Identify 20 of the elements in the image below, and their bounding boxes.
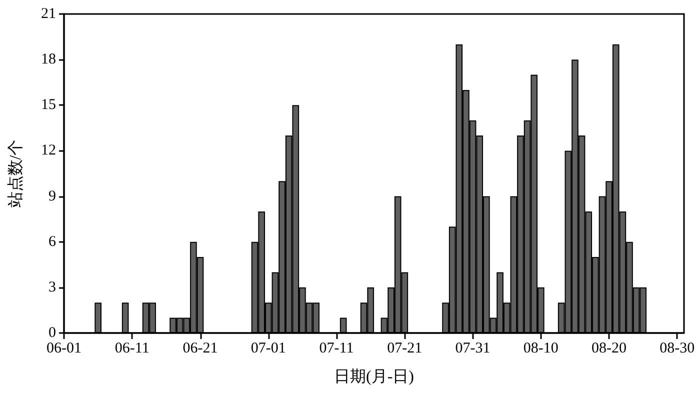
y-tick-label: 18	[41, 52, 56, 68]
x-tick-label: 08-10	[523, 340, 558, 356]
x-tick-label: 08-20	[592, 340, 627, 356]
x-tick-label: 06-21	[182, 340, 218, 356]
y-tick-label: 6	[48, 234, 56, 250]
x-tick-label: 06-01	[46, 340, 82, 356]
x-tick-label: 07-11	[319, 340, 354, 356]
y-tick-label: 0	[48, 325, 56, 341]
y-tick-label: 15	[41, 97, 56, 114]
x-tick-label: 07-01	[250, 340, 286, 356]
x-axis-title: 日期(月-日)	[334, 368, 414, 386]
x-tick-label: 06-11	[114, 340, 150, 356]
y-tick-label: 12	[41, 142, 56, 159]
x-tick-label: 07-21	[387, 340, 422, 356]
y-axis-title: 站点数/个	[6, 139, 24, 208]
y-tick-label: 3	[48, 279, 56, 296]
x-tick-label: 08-30	[660, 340, 695, 356]
y-tick-label: 9	[48, 188, 56, 204]
y-tick-label: 21	[41, 6, 56, 22]
x-tick-label: 07-31	[455, 340, 490, 356]
